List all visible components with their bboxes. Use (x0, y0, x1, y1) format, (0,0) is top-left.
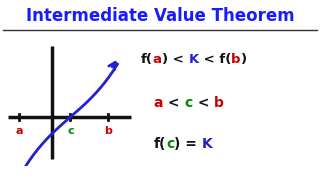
Text: c: c (166, 137, 174, 151)
Text: f(: f( (154, 137, 166, 151)
Text: c: c (67, 126, 74, 136)
Text: Intermediate Value Theorem: Intermediate Value Theorem (26, 7, 294, 25)
Text: a: a (154, 96, 163, 110)
Text: f(: f( (141, 53, 153, 66)
Text: b: b (231, 53, 240, 66)
Text: < f(: < f( (198, 53, 231, 66)
Text: ) =: ) = (174, 137, 202, 151)
Text: K: K (188, 53, 198, 66)
Text: b: b (214, 96, 224, 110)
Text: c: c (184, 96, 193, 110)
Text: b: b (105, 126, 112, 136)
Text: a: a (15, 126, 23, 136)
Text: K: K (202, 137, 213, 151)
Text: a: a (153, 53, 162, 66)
Text: ): ) (240, 53, 246, 66)
Text: <: < (193, 96, 214, 110)
Text: <: < (163, 96, 184, 110)
Text: ) <: ) < (162, 53, 188, 66)
